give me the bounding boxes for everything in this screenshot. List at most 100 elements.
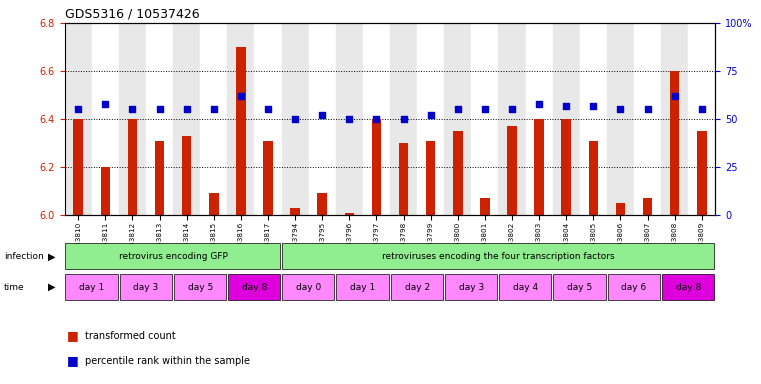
Bar [453, 131, 463, 215]
Point [208, 106, 220, 113]
Bar [371, 119, 381, 215]
Bar [480, 198, 489, 215]
Bar [471, 23, 498, 215]
Text: day 8: day 8 [242, 283, 267, 291]
Point [289, 116, 301, 122]
Point [425, 112, 437, 118]
Text: day 5: day 5 [188, 283, 213, 291]
Bar [363, 23, 390, 215]
Bar [128, 119, 137, 215]
Bar [65, 243, 280, 269]
Bar [336, 274, 389, 300]
Point [642, 106, 654, 113]
Bar [282, 23, 309, 215]
Bar [607, 274, 660, 300]
Text: day 5: day 5 [567, 283, 592, 291]
Point [235, 93, 247, 99]
Bar [154, 141, 164, 215]
Text: GDS5316 / 10537426: GDS5316 / 10537426 [65, 7, 199, 20]
Bar [174, 274, 226, 300]
Text: day 2: day 2 [405, 283, 430, 291]
Text: ■: ■ [67, 329, 78, 343]
Text: ▶: ▶ [48, 282, 56, 292]
Point [316, 112, 328, 118]
Text: day 0: day 0 [296, 283, 321, 291]
Text: day 3: day 3 [133, 283, 158, 291]
Bar [65, 23, 92, 215]
Bar [670, 71, 680, 215]
Bar [317, 194, 327, 215]
Text: day 1: day 1 [350, 283, 375, 291]
Bar [607, 23, 634, 215]
Bar [588, 141, 598, 215]
Bar [508, 126, 517, 215]
Point [696, 106, 708, 113]
Text: infection: infection [4, 252, 43, 261]
Point [614, 106, 626, 113]
Bar [399, 143, 409, 215]
Bar [65, 274, 118, 300]
Bar [526, 23, 552, 215]
Bar [254, 23, 282, 215]
Bar [661, 23, 688, 215]
Bar [697, 131, 706, 215]
Bar [426, 141, 435, 215]
Text: retroviruses encoding the four transcription factors: retroviruses encoding the four transcrip… [382, 252, 615, 261]
Text: percentile rank within the sample: percentile rank within the sample [85, 356, 250, 366]
Point [262, 106, 274, 113]
Bar [444, 23, 471, 215]
Bar [634, 23, 661, 215]
Bar [390, 274, 443, 300]
Bar [92, 23, 119, 215]
Bar [209, 194, 218, 215]
Bar [228, 23, 254, 215]
Text: day 1: day 1 [79, 283, 104, 291]
Bar [552, 23, 580, 215]
Bar [146, 23, 174, 215]
Bar [119, 274, 172, 300]
Text: day 4: day 4 [513, 283, 538, 291]
Bar [534, 119, 544, 215]
Point [99, 101, 111, 107]
Bar [182, 136, 192, 215]
Bar [662, 274, 714, 300]
Point [669, 93, 681, 99]
Bar [228, 274, 280, 300]
Bar [498, 23, 526, 215]
Bar [390, 23, 417, 215]
Bar [688, 23, 715, 215]
Bar [100, 167, 110, 215]
Point [533, 101, 545, 107]
Bar [445, 274, 497, 300]
Text: transformed count: transformed count [85, 331, 176, 341]
Point [72, 106, 84, 113]
Bar [580, 23, 607, 215]
Bar [200, 23, 228, 215]
Bar [616, 203, 626, 215]
Point [587, 103, 600, 109]
Bar [643, 198, 652, 215]
Point [452, 106, 464, 113]
Bar [562, 119, 571, 215]
Bar [336, 23, 363, 215]
Point [397, 116, 409, 122]
Bar [499, 274, 552, 300]
Bar [282, 243, 714, 269]
Point [343, 116, 355, 122]
Bar [174, 23, 200, 215]
Text: time: time [4, 283, 24, 292]
Bar [74, 119, 83, 215]
Text: day 8: day 8 [676, 283, 701, 291]
Point [479, 106, 491, 113]
Bar [282, 274, 335, 300]
Text: retrovirus encoding GFP: retrovirus encoding GFP [119, 252, 228, 261]
Text: ■: ■ [67, 354, 78, 367]
Bar [345, 213, 354, 215]
Bar [309, 23, 336, 215]
Point [126, 106, 139, 113]
Text: day 3: day 3 [459, 283, 484, 291]
Text: day 6: day 6 [622, 283, 647, 291]
Point [560, 103, 572, 109]
Bar [236, 47, 246, 215]
Bar [119, 23, 146, 215]
